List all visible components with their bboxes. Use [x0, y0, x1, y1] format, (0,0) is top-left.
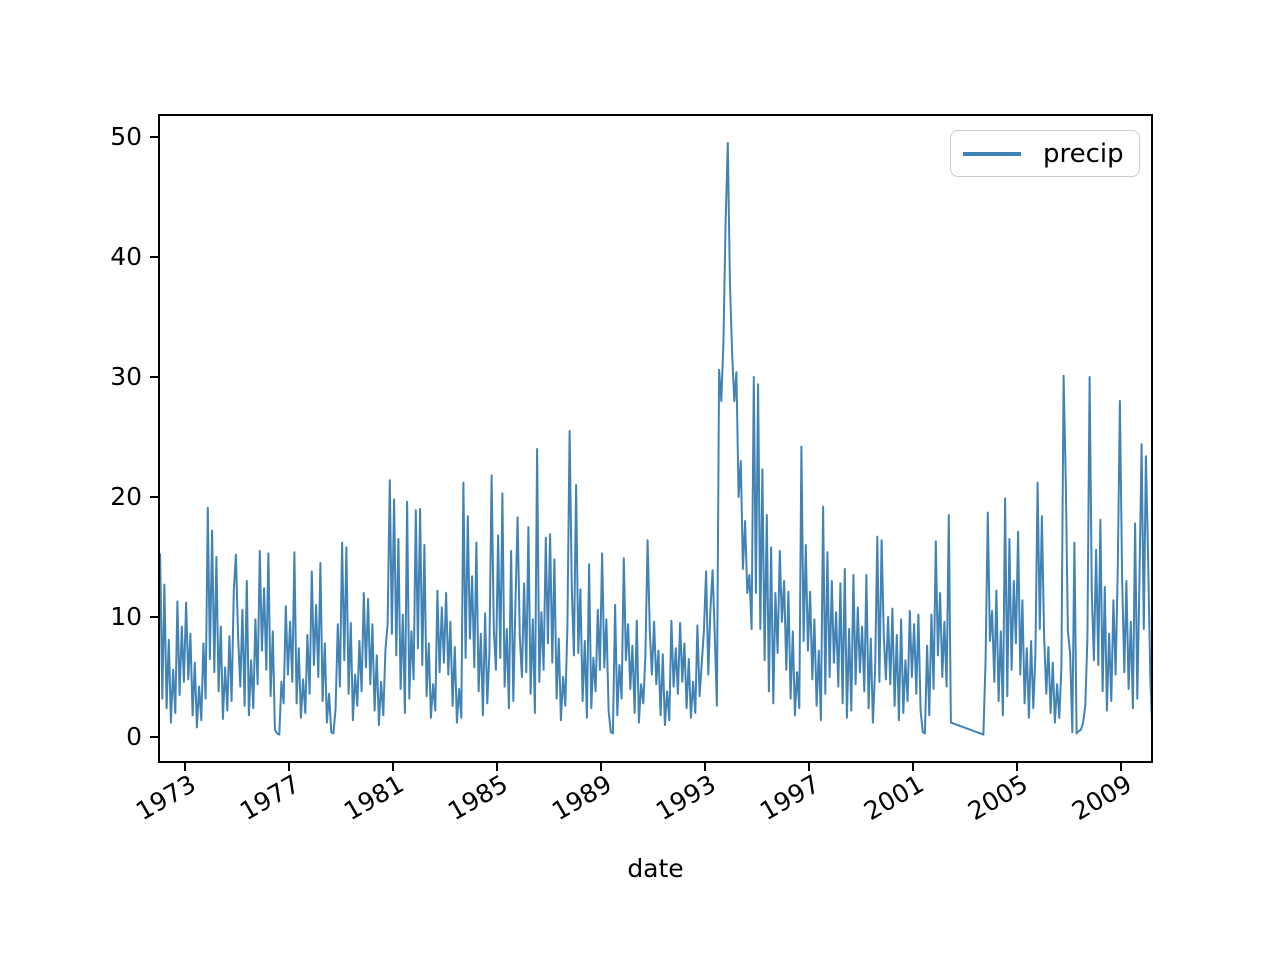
y-tick-label-40: 40	[110, 242, 142, 271]
y-tick-label-20: 20	[110, 482, 142, 511]
x-axis-title: date	[627, 854, 684, 883]
y-tick-label-10: 10	[110, 602, 142, 631]
y-tick-label-50: 50	[110, 122, 142, 151]
legend-label: precip	[1043, 138, 1124, 169]
y-tick-label-30: 30	[110, 362, 142, 391]
y-tick-label-0: 0	[126, 722, 142, 751]
legend: precip	[950, 130, 1140, 177]
legend-line-swatch	[963, 151, 1021, 156]
axes-spines	[158, 114, 1153, 763]
precip-series-line	[159, 142, 1152, 736]
